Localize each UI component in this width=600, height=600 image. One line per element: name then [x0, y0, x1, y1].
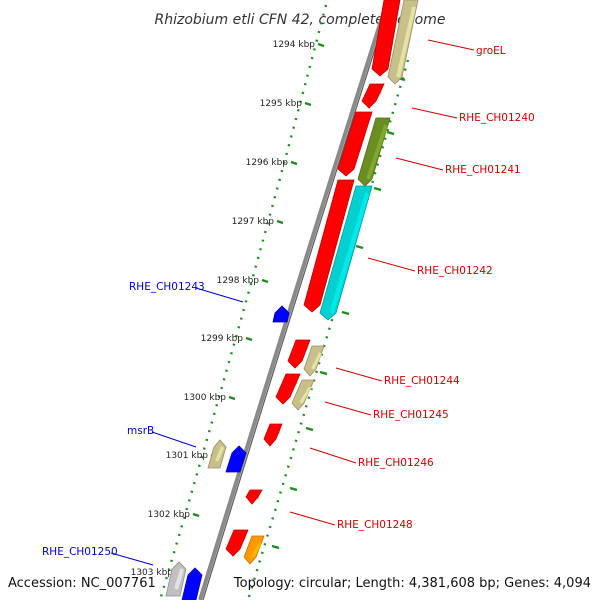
- map-title: Rhizobium etli CFN 42, complete genome: [155, 12, 446, 28]
- gene-label-RHE_CH01246[interactable]: RHE_CH01246: [358, 457, 434, 469]
- leader-line: [289, 511, 336, 526]
- ruler-tick: [228, 395, 236, 401]
- outer-ruler-tick: [289, 486, 298, 492]
- gene-RHE_CH01250-pair[interactable]: [165, 561, 187, 597]
- ruler-tick-label: 1302 kbp: [148, 510, 191, 520]
- gene-label-RHE_CH01244[interactable]: RHE_CH01244: [384, 375, 460, 387]
- gene-msrB-pair[interactable]: [207, 439, 227, 469]
- leader-line: [195, 287, 244, 303]
- gene-label-groEL[interactable]: groEL: [476, 45, 506, 57]
- ruler-tick: [317, 42, 325, 48]
- gene-RHE_CH01241-pair[interactable]: [357, 117, 391, 187]
- gene-RHE_CH01248[interactable]: [245, 489, 263, 505]
- outer-ruler-tick: [386, 130, 395, 136]
- ruler-tick: [304, 101, 312, 107]
- leader-line: [335, 367, 383, 382]
- gene-features: [165, 0, 419, 600]
- ruler-tick-label: 1295 kbp: [260, 99, 303, 109]
- genome-backbone-shadow: [202, 4, 390, 600]
- ruler-tick: [276, 219, 284, 225]
- ruler-tick-label: 1299 kbp: [201, 334, 244, 344]
- gene-groEL-pair[interactable]: [387, 0, 419, 85]
- gene-label-msrB[interactable]: msrB: [127, 425, 154, 437]
- ruler-tick-label: 1294 kbp: [273, 40, 316, 50]
- genome-summary-text: Topology: circular; Length: 4,381,608 bp…: [233, 576, 591, 591]
- outer-ruler-tick: [319, 370, 328, 376]
- gene-RHE_CH01246[interactable]: [263, 423, 283, 447]
- outer-ruler-tick: [341, 310, 350, 316]
- gene-label-RHE_CH01243[interactable]: RHE_CH01243: [129, 281, 205, 293]
- gene-label-RHE_CH01250[interactable]: RHE_CH01250: [42, 546, 118, 558]
- gene-RHE_CH01241[interactable]: [337, 111, 373, 177]
- gene-RHE_CH01245-pair[interactable]: [291, 379, 315, 411]
- ruler-tick: [192, 512, 200, 518]
- gene-label-RHE_CH01242[interactable]: RHE_CH01242: [417, 265, 493, 277]
- ruler-tick: [290, 160, 298, 166]
- gene-RHE_CH01242-pair[interactable]: [319, 185, 373, 321]
- ruler-tick-label: 1298 kbp: [217, 276, 260, 286]
- gene-RHE_CH01248-b[interactable]: [225, 529, 249, 557]
- leader-line: [411, 107, 458, 119]
- ruler-tick-label: 1303 kbp: [131, 568, 174, 578]
- leader-line: [427, 39, 475, 51]
- gene-label-RHE_CH01245[interactable]: RHE_CH01245: [373, 409, 449, 421]
- gene-labels: groEL RHE_CH01240 RHE_CH01241 RHE_CH01242 RH…: [42, 39, 535, 566]
- gene-RHE_CH01244[interactable]: [287, 339, 311, 369]
- ruler-tick-label: 1301 kbp: [166, 451, 209, 461]
- leader-line: [367, 257, 416, 272]
- gene-RHE_CH01242[interactable]: [303, 179, 355, 313]
- leader-line: [309, 447, 357, 464]
- gene-label-RHE_CH01248[interactable]: RHE_CH01248: [337, 519, 413, 531]
- ruler-tick-label: 1297 kbp: [232, 217, 275, 227]
- genome-backbone: [198, 4, 388, 600]
- ruler-tick-label: 1296 kbp: [246, 158, 289, 168]
- outer-ruler-tick: [271, 544, 280, 550]
- ruler-tick-label: 1300 kbp: [184, 393, 227, 403]
- gene-groEL[interactable]: [371, 0, 401, 77]
- outer-ruler-tick: [305, 426, 314, 432]
- ruler-tick: [261, 278, 269, 284]
- gene-RHE_CH01240[interactable]: [361, 83, 385, 109]
- leader-line: [395, 157, 444, 171]
- gene-label-RHE_CH01241[interactable]: RHE_CH01241: [445, 164, 521, 176]
- gene-msrB[interactable]: [225, 445, 247, 473]
- leader-line: [324, 401, 372, 416]
- gene-RHE_CH01244-pair[interactable]: [303, 345, 325, 377]
- gene-RHE_CH01250[interactable]: [181, 567, 203, 600]
- ruler-tick: [245, 336, 253, 342]
- gene-RHE_CH01248-pair[interactable]: [243, 535, 265, 565]
- outer-ruler-tick: [355, 244, 364, 250]
- leader-line: [151, 431, 197, 448]
- leader-line: [110, 552, 154, 566]
- gene-RHE_CH01245[interactable]: [275, 373, 301, 405]
- gene-RHE_CH01243[interactable]: [272, 305, 290, 323]
- outer-ruler-tick: [373, 186, 382, 192]
- accession-text: Accession: NC_007761: [8, 576, 156, 591]
- gene-label-RHE_CH01240[interactable]: RHE_CH01240: [459, 112, 535, 124]
